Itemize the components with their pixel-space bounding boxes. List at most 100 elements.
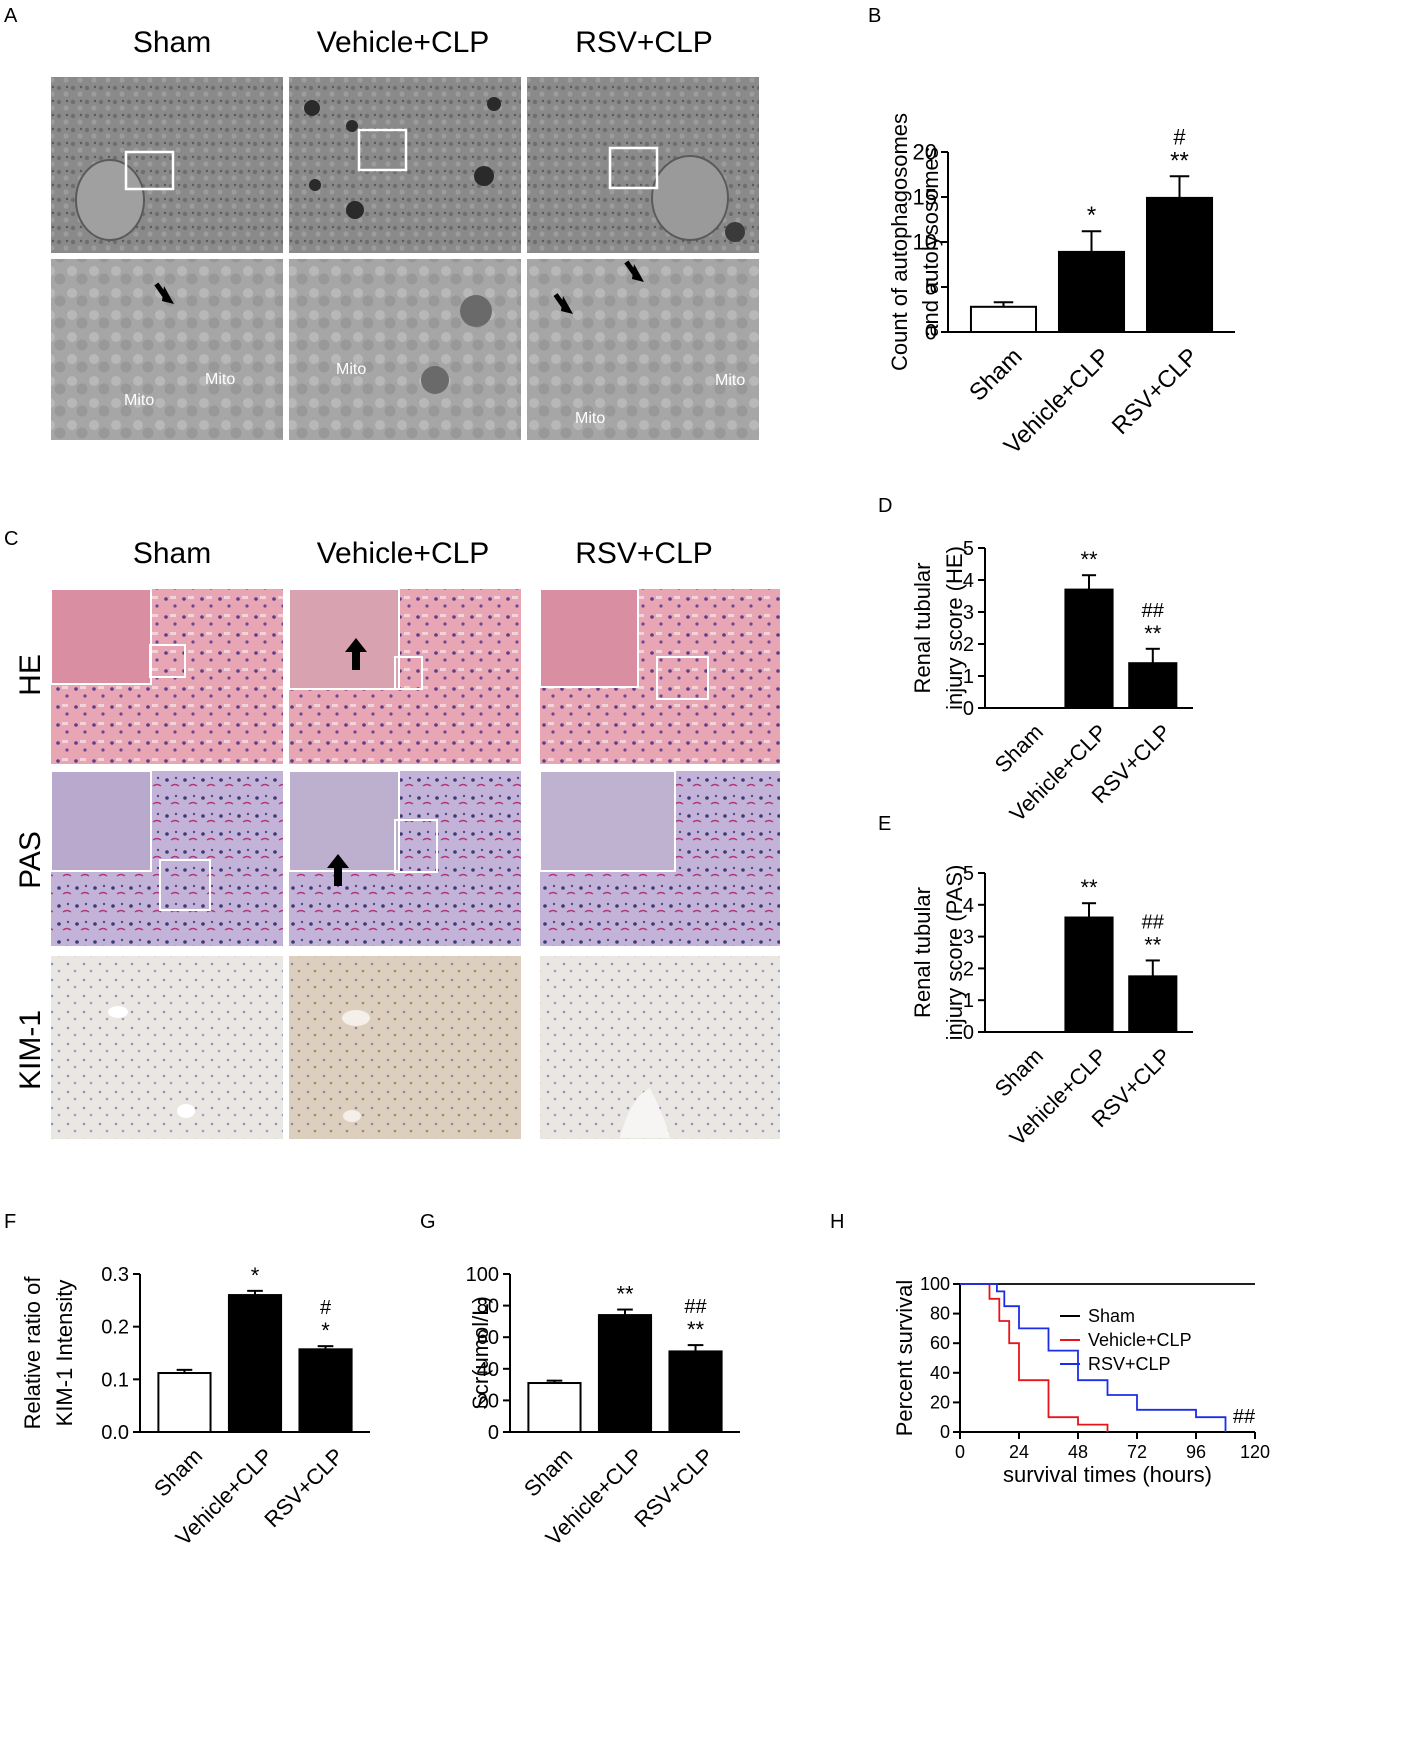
he-micrograph-vehicle <box>288 588 521 764</box>
y-tick-label: 80 <box>930 1304 950 1324</box>
y-tick-label: 4 <box>963 895 974 917</box>
y-axis-label: Scr(umol/L) <box>468 1296 493 1410</box>
inset-box <box>159 859 211 911</box>
significance-mark: ** <box>1080 875 1098 900</box>
bar <box>227 1294 283 1433</box>
inset-box <box>656 656 709 700</box>
kim-1-micrograph-vehicle <box>289 956 521 1139</box>
significance-mark: ** <box>1170 147 1189 174</box>
y-tick-label: 0.1 <box>101 1369 129 1391</box>
y-tick-label: 0.2 <box>101 1317 129 1339</box>
tem-micrograph-sham-high: Mito Mito <box>51 259 283 440</box>
panel-label-f: F <box>4 1211 16 1233</box>
inset-box <box>608 146 659 190</box>
panel-a-group-label-rsv: RSV+CLP <box>575 26 713 59</box>
x-tick-label: Sham <box>964 343 1027 406</box>
y-tick-label: 40 <box>477 1359 499 1381</box>
row-label-kim-1: KIM-1 <box>14 1010 47 1090</box>
inset-box <box>394 656 423 690</box>
significance-mark: ** <box>687 1317 705 1342</box>
y-tick-label: 1 <box>963 990 974 1012</box>
panel-a-group-label-vehicle: Vehicle+CLP <box>317 26 490 59</box>
legend-label: Vehicle+CLP <box>1088 1330 1192 1350</box>
y-tick-label: 20 <box>477 1390 499 1412</box>
pas-micrograph-rsv <box>539 770 780 946</box>
x-tick-label: Sham <box>149 1443 207 1501</box>
panel-label-g: G <box>420 1211 436 1233</box>
bar <box>1145 196 1214 333</box>
x-tick-label: 24 <box>1009 1442 1029 1462</box>
panel-c-group-label-rsv: RSV+CLP <box>575 537 713 570</box>
y-axis-label: Relative ratio of <box>20 1276 45 1430</box>
y-tick-label: 3 <box>963 927 974 949</box>
y-tick-label: 60 <box>477 1327 499 1349</box>
significance-mark: ## <box>684 1296 707 1318</box>
y-axis-label: Count of autophagosomes <box>887 113 912 371</box>
kim-1-micrograph-rsv <box>540 956 780 1139</box>
x-axis-label: survival times (hours) <box>1003 1462 1212 1487</box>
y-tick-label: 4 <box>963 570 974 592</box>
significance-mark: ** <box>1144 621 1162 646</box>
chart-g: 020406080100Scr(umol/L)Sham**Vehicle+CLP… <box>466 1264 740 1550</box>
y-tick-label: 20 <box>913 140 937 165</box>
inset-box <box>357 128 408 172</box>
significance-mark: # <box>320 1297 332 1319</box>
chart-f: 0.0 0.1 0.2 0.3 Relative ratio of KIM-1 Inten… <box>20 1263 370 1550</box>
he-micrograph-rsv <box>539 588 780 764</box>
survival-curve <box>960 1283 1227 1432</box>
y-tick-label: 2 <box>963 634 974 656</box>
row-label-he: HE <box>14 654 47 696</box>
y-tick-label: 1 <box>963 666 974 688</box>
y-axis-label: Percent survival <box>892 1280 917 1437</box>
bar <box>1128 975 1178 1033</box>
bar <box>527 1382 582 1434</box>
mito-label: Mito <box>205 371 235 388</box>
bar <box>1064 916 1114 1034</box>
mito-label: Mito <box>336 361 366 378</box>
y-tick-label: 5 <box>963 538 974 560</box>
x-tick-label: 120 <box>1240 1442 1270 1462</box>
chart-d: 0 1 2 3 4 5 Renal tubular injury score (HE) Sham… <box>910 538 1193 826</box>
x-tick-label: 0 <box>955 1442 965 1462</box>
x-tick-label: 48 <box>1068 1442 1088 1462</box>
x-tick-label: Sham <box>990 1043 1048 1101</box>
legend-label: Sham <box>1088 1306 1135 1326</box>
inset-box <box>394 819 438 873</box>
mito-label: Mito <box>715 372 745 389</box>
mito-label: Mito <box>124 392 154 409</box>
bar <box>969 305 1038 333</box>
significance-mark: # <box>1173 124 1186 149</box>
tem-micrograph-rsv-high: Mito Mito <box>527 259 759 440</box>
inset-box <box>149 644 186 678</box>
tem-micrograph-vehicle-high: Mito <box>289 259 521 440</box>
y-tick-label: 5 <box>963 863 974 885</box>
y-tick-label: 5 <box>925 275 937 300</box>
bar <box>298 1348 353 1434</box>
y-axis-label: injury score (PAS) <box>942 865 967 1041</box>
bar <box>668 1350 723 1434</box>
x-tick-label: Sham <box>990 719 1048 777</box>
panel-label-h: H <box>830 1211 844 1233</box>
panel-a-group-label-sham: Sham <box>133 26 211 59</box>
y-tick-label: 0.3 <box>101 1264 129 1286</box>
x-tick-label: RSV+CLP <box>1107 343 1204 440</box>
x-tick-label: Sham <box>519 1443 577 1501</box>
significance-mark: ** <box>1144 932 1162 957</box>
he-micrograph-sham <box>50 588 283 764</box>
y-tick-label: 0 <box>488 1422 499 1444</box>
row-label-pas: PAS <box>14 831 47 889</box>
y-tick-label: 100 <box>466 1264 499 1286</box>
y-tick-label: 80 <box>477 1296 499 1318</box>
y-tick-label: 60 <box>930 1333 950 1353</box>
significance-mark: ** <box>1080 547 1098 572</box>
pas-micrograph-vehicle <box>288 770 521 946</box>
bar <box>157 1372 212 1433</box>
y-axis-label: Renal tubular <box>910 563 935 694</box>
bar <box>597 1314 653 1433</box>
pas-micrograph-sham <box>50 770 283 946</box>
tem-micrograph-vehicle-low <box>289 77 521 253</box>
kim-1-micrograph-sham <box>51 956 283 1139</box>
mito-label: Mito <box>575 410 605 427</box>
